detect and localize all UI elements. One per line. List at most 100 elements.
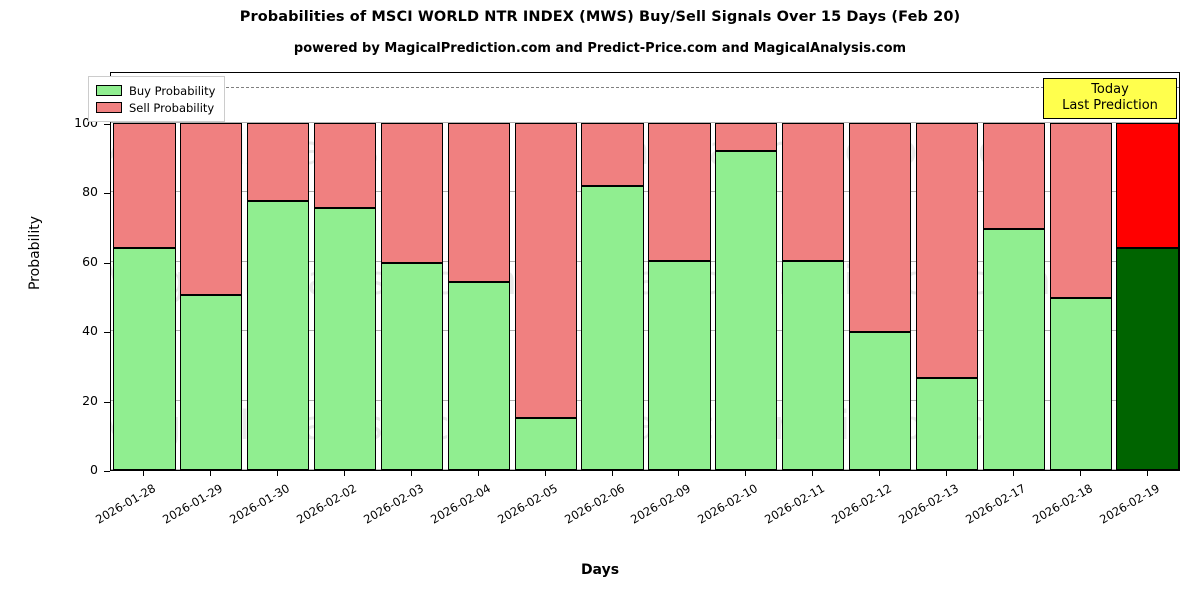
x-axis-tick-mark (1146, 471, 1148, 476)
bar-segment-sell[interactable] (180, 123, 243, 296)
legend-label-sell: Sell Probability (129, 100, 215, 115)
y-axis-label: Probability (27, 216, 43, 291)
y-axis-tick-mark (104, 124, 110, 125)
legend-item-buy[interactable]: Buy Probability (96, 82, 215, 99)
x-axis-tick-label: 2026-02-10 (695, 481, 761, 527)
bar-group[interactable] (648, 73, 711, 470)
bar-segment-buy[interactable] (180, 295, 243, 470)
bar-segment-buy[interactable] (514, 418, 577, 470)
bar-group[interactable] (848, 73, 912, 470)
bar-segment-sell[interactable] (113, 123, 176, 249)
legend-label-buy: Buy Probability (129, 83, 216, 98)
today-annotation: Today Last Prediction (1043, 78, 1177, 119)
reference-line (111, 87, 1179, 89)
x-axis-tick-label: 2026-02-11 (762, 481, 828, 527)
bar-group[interactable] (380, 73, 444, 470)
bar-segment-sell[interactable] (380, 123, 444, 264)
bar-group[interactable] (113, 73, 176, 470)
bar-group[interactable] (247, 73, 310, 470)
gridline (111, 260, 1179, 262)
chart-legend: Buy Probability Sell Probability (88, 76, 226, 122)
y-axis-tick-label: 60 (82, 253, 98, 269)
bar-segment-sell[interactable] (848, 123, 912, 332)
gridline (111, 122, 1179, 123)
bar-segment-buy[interactable] (982, 228, 1045, 470)
bar-segment-buy[interactable] (447, 281, 510, 470)
bar-segment-sell[interactable] (782, 123, 845, 262)
bar-segment-sell[interactable] (915, 123, 979, 379)
bar-segment-buy[interactable] (247, 201, 310, 470)
x-axis-tick-mark (678, 471, 680, 476)
bar-segment-buy[interactable] (1116, 248, 1179, 470)
bar-segment-buy[interactable] (715, 151, 778, 470)
x-axis-tick-label: 2026-01-29 (160, 481, 226, 527)
y-axis-tick-mark (104, 471, 110, 472)
x-axis-tick-mark (544, 471, 546, 476)
bar-group[interactable] (982, 73, 1045, 470)
x-axis-tick-mark (277, 471, 279, 476)
y-axis-tick-mark (104, 401, 110, 403)
bar-segment-buy[interactable] (915, 378, 979, 470)
bar-segment-sell[interactable] (648, 123, 711, 262)
x-axis-tick-label: 2026-01-30 (227, 481, 293, 527)
x-axis-tick-mark (1079, 471, 1081, 476)
x-axis-tick-label: 2026-02-19 (1096, 481, 1162, 527)
bar-segment-buy[interactable] (113, 248, 176, 470)
x-axis-tick-mark (745, 471, 747, 476)
bar-segment-sell[interactable] (447, 123, 510, 282)
y-axis-tick-mark (104, 332, 110, 334)
bar-segment-buy[interactable] (313, 207, 377, 470)
bar-segment-sell[interactable] (514, 123, 577, 419)
gridline (111, 191, 1179, 193)
x-axis-tick-label: 2026-02-12 (829, 481, 895, 527)
bar-group[interactable] (915, 73, 979, 470)
x-axis-tick-label: 2026-02-18 (1029, 481, 1095, 527)
x-axis-label: Days (580, 562, 620, 578)
bar-segment-buy[interactable] (848, 331, 912, 470)
bar-group[interactable] (1116, 73, 1179, 470)
chart-title: Probabilities of MSCI WORLD NTR INDEX (M… (239, 9, 961, 25)
gridline (111, 330, 1179, 332)
bar-segment-buy[interactable] (648, 261, 711, 470)
bar-segment-sell[interactable] (1116, 123, 1179, 249)
x-axis-tick-mark (1012, 471, 1014, 476)
x-axis-tick-label: 2026-02-06 (561, 481, 627, 527)
bar-segment-sell[interactable] (715, 123, 778, 152)
bar-group[interactable] (581, 73, 644, 470)
x-axis-tick-mark (945, 471, 947, 476)
x-axis-tick-mark (812, 471, 814, 476)
y-axis-tick-label: 0 (90, 462, 98, 477)
plot-area: MagicalAnalysis.comMagicalPrediction.com… (110, 72, 1180, 471)
bar-segment-sell[interactable] (982, 123, 1045, 229)
x-axis-tick-label: 2026-02-09 (628, 481, 694, 527)
bar-group[interactable] (313, 73, 377, 470)
y-axis-tick-label: 80 (82, 184, 98, 200)
bar-group[interactable] (1049, 73, 1112, 470)
legend-item-sell[interactable]: Sell Probability (96, 99, 215, 116)
y-axis-tick-label: 20 (82, 392, 98, 408)
x-axis-tick-label: 2026-02-17 (962, 481, 1028, 527)
x-axis-tick-label: 2026-02-03 (361, 481, 426, 527)
bar-group[interactable] (782, 73, 845, 470)
bar-group[interactable] (447, 73, 510, 470)
x-axis-tick-mark (344, 471, 346, 476)
bar-segment-sell[interactable] (1049, 123, 1112, 299)
bar-segment-sell[interactable] (247, 123, 310, 202)
bar-segment-sell[interactable] (581, 123, 644, 187)
bar-segment-buy[interactable] (1049, 298, 1112, 470)
x-axis-tick-mark (477, 471, 479, 476)
last-prediction-label: Last Prediction (1062, 98, 1158, 113)
x-axis-tick-label: 2026-01-28 (93, 481, 159, 527)
bar-segment-buy[interactable] (380, 263, 444, 470)
legend-swatch-buy-icon (96, 85, 122, 96)
x-axis-tick-mark (410, 471, 412, 476)
bar-segment-buy[interactable] (581, 186, 644, 470)
bar-group[interactable] (715, 73, 778, 470)
x-axis-tick-mark (143, 471, 145, 476)
bar-segment-buy[interactable] (782, 261, 845, 470)
bar-group[interactable] (514, 73, 577, 470)
legend-swatch-sell-icon (96, 102, 122, 113)
bar-segment-sell[interactable] (313, 123, 377, 208)
bar-group[interactable] (180, 73, 243, 470)
